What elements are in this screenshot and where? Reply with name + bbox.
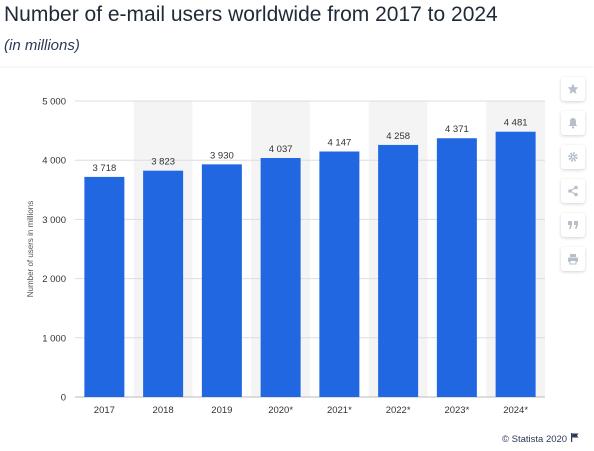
favorite-button[interactable] — [561, 77, 585, 101]
data-label: 3 718 — [92, 163, 116, 174]
x-tick-label: 2017 — [94, 405, 115, 416]
bar-2023 — [436, 138, 477, 397]
data-label: 4 147 — [327, 137, 351, 148]
y-axis-label: Number of users in millions — [26, 201, 35, 297]
x-tick-label: 2021* — [327, 405, 352, 416]
print-button[interactable] — [561, 247, 585, 271]
x-tick-label: 2018 — [153, 405, 174, 416]
cite-button[interactable] — [561, 213, 585, 237]
credit-text: © Statista 2020 — [502, 434, 568, 445]
page-subtitle: (in millions) — [4, 37, 80, 54]
y-tick-label: 0 — [61, 393, 66, 404]
y-tick-label: 1 000 — [42, 333, 66, 344]
y-tick-label: 5 000 — [42, 97, 66, 108]
y-tick-label: 3 000 — [42, 215, 66, 226]
data-label: 3 930 — [210, 150, 234, 161]
star-icon — [567, 83, 579, 95]
data-label: 4 481 — [504, 118, 528, 129]
y-tick-label: 2 000 — [42, 274, 66, 285]
notification-button[interactable] — [561, 111, 585, 135]
data-label: 3 823 — [151, 157, 175, 168]
print-icon — [567, 253, 579, 265]
bar-2019 — [201, 164, 242, 397]
bell-icon — [567, 117, 579, 129]
x-tick-label: 2019 — [211, 405, 232, 416]
source-credit[interactable]: © Statista 2020 — [502, 433, 579, 445]
gear-icon — [567, 151, 579, 163]
flag-icon — [571, 433, 579, 445]
data-label: 4 037 — [269, 144, 293, 155]
chart-toolbar — [559, 77, 587, 281]
data-label: 4 371 — [445, 124, 469, 135]
quote-icon — [567, 219, 579, 231]
bar-2021 — [319, 151, 360, 397]
x-tick-label: 2022* — [386, 405, 411, 416]
page-title: Number of e-mail users worldwide from 20… — [4, 3, 498, 26]
bar-2020 — [260, 158, 301, 397]
x-tick-label: 2024* — [503, 405, 528, 416]
x-tick-label: 2023* — [444, 405, 469, 416]
settings-button[interactable] — [561, 145, 585, 169]
y-tick-label: 4 000 — [42, 156, 66, 167]
x-tick-label: 2020* — [268, 405, 293, 416]
bar-2018 — [143, 170, 184, 397]
share-button[interactable] — [561, 179, 585, 203]
data-label: 4 258 — [386, 131, 410, 142]
bar-2022 — [378, 144, 419, 397]
share-icon — [567, 185, 579, 197]
bar-2017 — [84, 176, 125, 397]
bar-2024 — [495, 131, 536, 397]
